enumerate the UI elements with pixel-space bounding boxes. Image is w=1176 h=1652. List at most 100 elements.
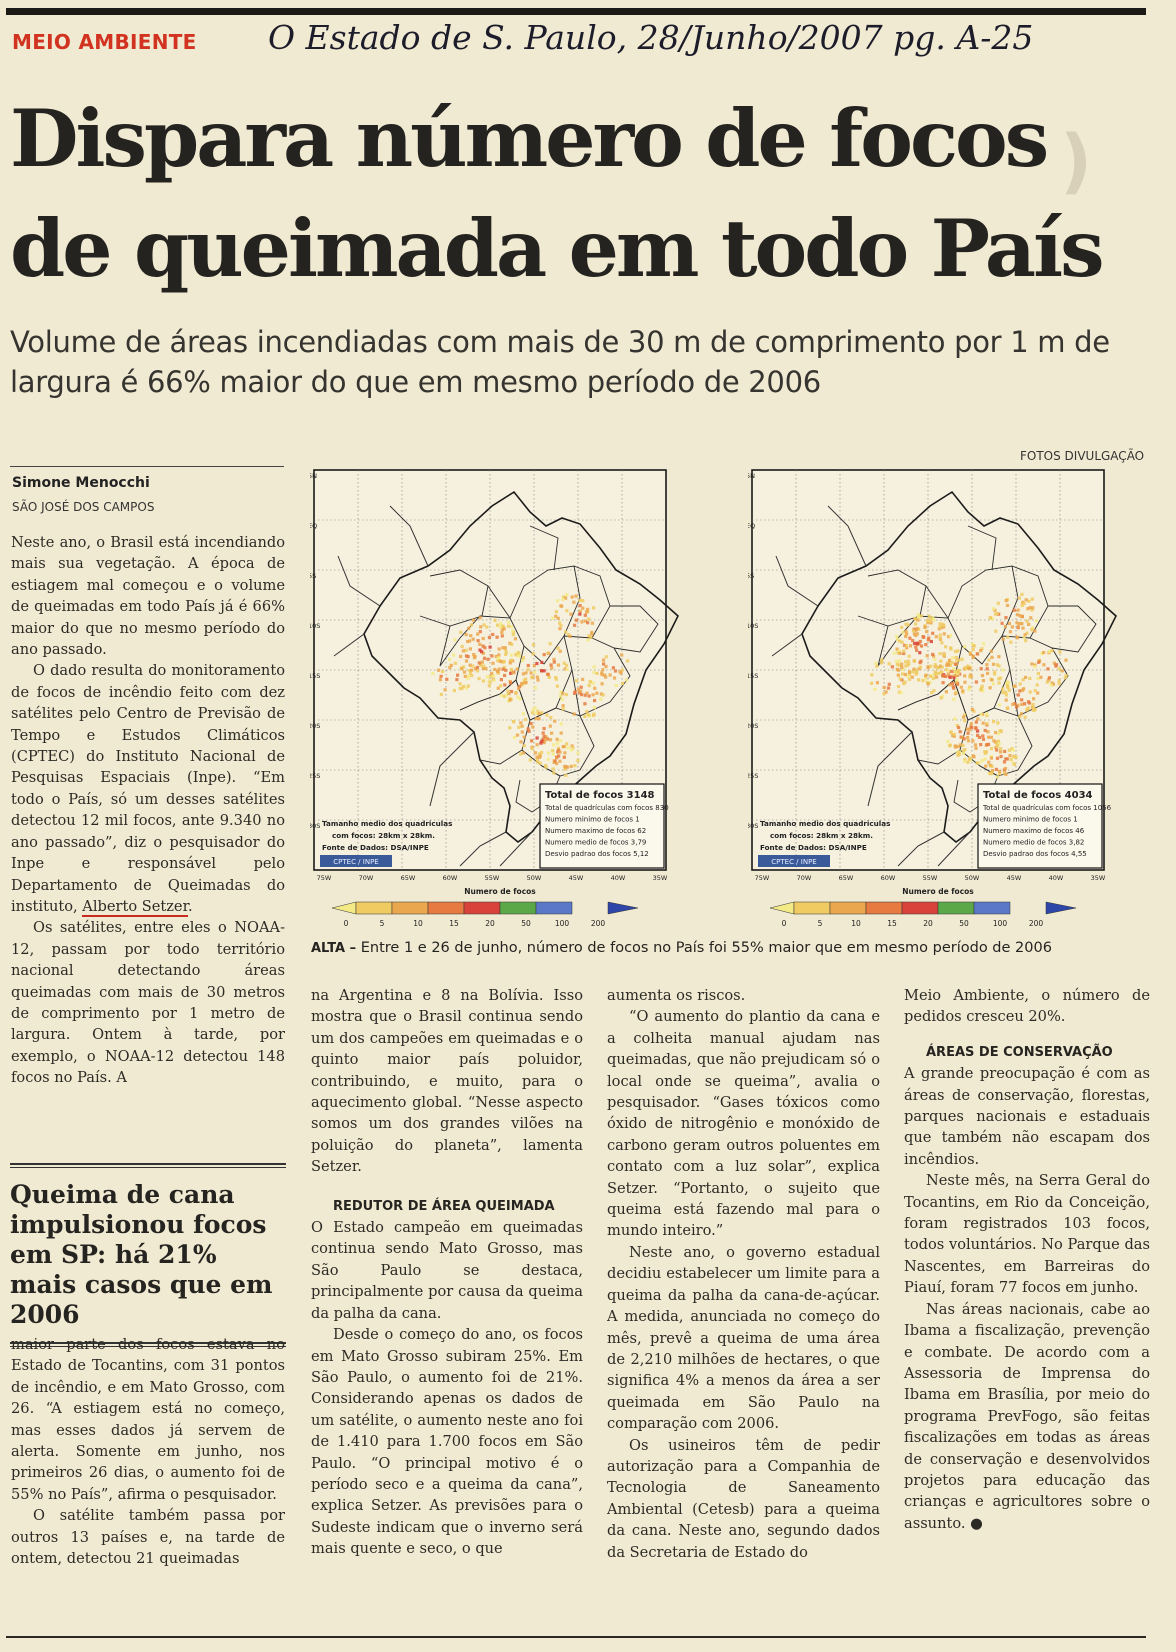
fire-focus xyxy=(954,673,958,677)
legend-arrow xyxy=(1045,901,1077,915)
fire-focus xyxy=(1016,608,1020,612)
fire-focus xyxy=(452,653,456,657)
fire-focus xyxy=(503,683,507,687)
fire-focus xyxy=(558,759,562,763)
fire-focus xyxy=(1050,649,1054,653)
fire-focus xyxy=(586,638,590,642)
fire-focus xyxy=(995,611,999,616)
fire-focus xyxy=(556,741,560,745)
fire-focus xyxy=(559,690,563,694)
fire-focus xyxy=(921,635,925,639)
fire-focus xyxy=(1021,626,1025,630)
fire-focus xyxy=(902,651,906,656)
state-border xyxy=(439,585,511,667)
fire-focus xyxy=(540,669,544,673)
fire-focus xyxy=(498,625,502,629)
fire-focus xyxy=(469,634,473,638)
fire-focus xyxy=(981,642,986,646)
fire-foci xyxy=(870,592,1068,779)
fire-focus xyxy=(553,759,557,763)
paragraph: maior parte dos focos estava no Estado d… xyxy=(11,1336,285,1503)
figure-caption: ALTA – Entre 1 e 26 de junho, número de … xyxy=(311,940,1151,956)
fire-focus xyxy=(887,662,891,666)
legend-tick: 15 xyxy=(449,919,459,928)
fire-focus xyxy=(896,673,900,677)
fire-focus xyxy=(482,623,486,627)
fire-focus xyxy=(572,712,576,716)
fire-focus xyxy=(532,664,536,668)
fire-focus xyxy=(895,635,899,639)
fire-focus xyxy=(897,659,902,663)
fire-focus xyxy=(580,693,584,697)
lat-label: EQ xyxy=(748,522,755,530)
fire-focus xyxy=(903,680,907,684)
lon-label: 50W xyxy=(527,874,542,882)
fire-focus xyxy=(564,773,568,777)
fire-focus xyxy=(1033,629,1037,633)
fire-focus xyxy=(996,744,1000,748)
fire-focus xyxy=(987,658,991,662)
fire-focus xyxy=(573,623,577,627)
fire-focus xyxy=(912,667,916,671)
fire-focus xyxy=(1006,685,1010,690)
fire-focus xyxy=(917,667,921,671)
fire-focus xyxy=(479,625,483,629)
legend-tick: 0 xyxy=(344,919,349,928)
fire-focus xyxy=(592,670,596,674)
fire-focus xyxy=(925,654,929,658)
fire-focus xyxy=(586,607,590,611)
fire-focus xyxy=(550,666,554,670)
fire-focus xyxy=(497,647,501,651)
fire-focus xyxy=(494,654,498,659)
fire-focus xyxy=(534,717,538,721)
fire-focus xyxy=(1025,708,1029,712)
fire-focus xyxy=(929,664,933,668)
fire-focus xyxy=(916,618,920,622)
state-border xyxy=(967,525,997,571)
paragraph: O satélite também passa por outros 13 pa… xyxy=(11,1507,285,1568)
fire-focus xyxy=(1020,603,1024,608)
fire-focus xyxy=(600,673,604,677)
fire-focus xyxy=(955,670,959,674)
fire-focus xyxy=(559,624,563,628)
fire-focus xyxy=(464,659,469,663)
fire-focus xyxy=(963,719,967,723)
legend-swatch xyxy=(829,901,867,915)
state-border xyxy=(509,565,581,665)
fire-focus xyxy=(924,677,928,681)
fire-focus xyxy=(526,727,530,731)
fire-focus xyxy=(1040,652,1044,656)
fire-focus xyxy=(1036,691,1040,695)
fire-focus xyxy=(568,634,572,638)
fire-focus xyxy=(1031,626,1035,630)
fire-focus xyxy=(519,740,523,744)
fire-focus xyxy=(1026,700,1031,704)
fire-focus xyxy=(1047,650,1052,654)
fire-focus xyxy=(1005,757,1009,761)
headline: Dispara número de focos de queimada em t… xyxy=(10,92,1105,295)
fire-focus xyxy=(595,671,599,675)
stats-box xyxy=(977,783,1103,869)
fire-focus xyxy=(466,639,470,644)
fire-focus xyxy=(592,665,596,669)
fire-focus xyxy=(993,612,998,616)
lon-label: 75W xyxy=(755,874,770,882)
fire-focus xyxy=(574,618,578,622)
fire-focus xyxy=(579,689,583,693)
fire-focus xyxy=(976,717,980,721)
fire-focus xyxy=(897,663,901,667)
fire-focus xyxy=(975,652,979,656)
fire-focus xyxy=(1030,662,1034,666)
grid-note: com focos: 28km x 28km. xyxy=(770,831,873,840)
fire-focus xyxy=(458,687,462,691)
fire-focus xyxy=(979,649,983,653)
fire-focus xyxy=(985,712,989,716)
fire-focus xyxy=(578,609,582,613)
fire-focus xyxy=(938,633,942,637)
fire-focus xyxy=(504,650,508,654)
fire-focus xyxy=(492,674,496,678)
lon-label: 70W xyxy=(359,874,374,882)
fire-focus xyxy=(928,674,932,678)
fire-focus xyxy=(994,767,998,771)
